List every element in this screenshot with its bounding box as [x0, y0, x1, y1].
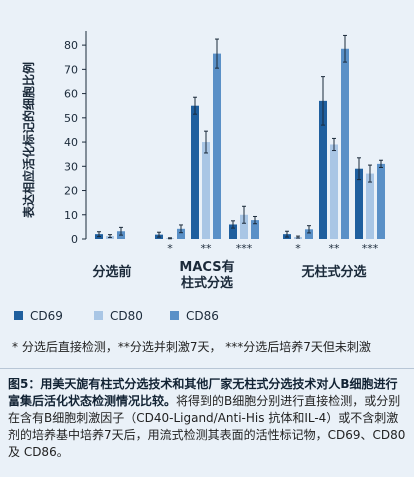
legend-swatch-CD80: [94, 311, 103, 320]
significance-mark-2: **: [201, 242, 213, 255]
legend-label-CD69: CD69: [30, 309, 63, 323]
legend-label-CD86: CD86: [186, 309, 219, 323]
significance-mark-4: *: [295, 242, 301, 255]
group-label-1: MACS有柱式分选: [179, 259, 234, 291]
y-tick-label-30: 30: [64, 160, 78, 173]
group-label-line: 柱式分选: [181, 275, 233, 291]
y-tick-label-10: 10: [64, 209, 78, 222]
y-tick-label-20: 20: [64, 185, 78, 198]
bar-5-CD86: [341, 48, 349, 239]
figure-caption: 图5：用美天旎有柱式分选技术和其他厂家无柱式分选技术对人B细胞进行富集后活化状态…: [8, 376, 408, 461]
bar-2-CD86: [213, 53, 221, 239]
legend-label-CD80: CD80: [110, 309, 143, 323]
bar-2-CD80: [202, 142, 210, 239]
significance-mark-1: *: [167, 242, 173, 255]
group-label-line: 无柱式分选: [300, 264, 366, 280]
y-tick-label-0: 0: [71, 233, 78, 246]
y-tick-label-70: 70: [64, 63, 78, 76]
legend-swatch-CD69: [14, 311, 23, 320]
bar-3-CD69: [229, 224, 237, 239]
bar-5-CD80: [330, 144, 338, 239]
y-tick-label-40: 40: [64, 136, 78, 149]
bar-6-CD86: [377, 163, 385, 239]
y-tick-label-80: 80: [64, 39, 78, 52]
legend-swatch-CD86: [170, 311, 179, 320]
y-tick-label-60: 60: [64, 88, 78, 101]
bar-3-CD86: [251, 220, 259, 239]
caption-title: 图5：用美天旎有柱式分选技术和其他厂家无柱式分选技术对人B细胞进行富集后活化状态…: [8, 377, 398, 408]
y-tick-label-50: 50: [64, 112, 78, 125]
group-label-line: MACS有: [179, 259, 234, 275]
bar-6-CD80: [366, 173, 374, 239]
bar-2-CD69: [191, 105, 199, 240]
y-axis-label: 表达相应活化标记的细胞比例: [21, 62, 36, 219]
group-label-0: 分选前: [92, 264, 131, 280]
significance-mark-6: ***: [362, 242, 379, 255]
significance-mark-3: ***: [236, 242, 253, 255]
bar-5-CD69: [319, 100, 327, 239]
significance-mark-5: **: [329, 242, 341, 255]
bar-4-CD86: [305, 229, 313, 239]
caption-text: 将得到的B细胞分别进行直接检测，或分别在含有B细胞刺激因子（CD40-Ligan…: [8, 394, 406, 459]
bar-1-CD86: [177, 228, 185, 239]
divider: [0, 368, 414, 369]
bar-6-CD69: [355, 168, 363, 239]
group-label-2: 无柱式分选: [300, 264, 366, 280]
bar-3-CD80: [240, 214, 248, 239]
footnote: * 分选后直接检测，**分选并刺激7天， ***分选后培养7天但未刺激: [12, 340, 371, 354]
group-label-line: 分选前: [92, 264, 131, 280]
